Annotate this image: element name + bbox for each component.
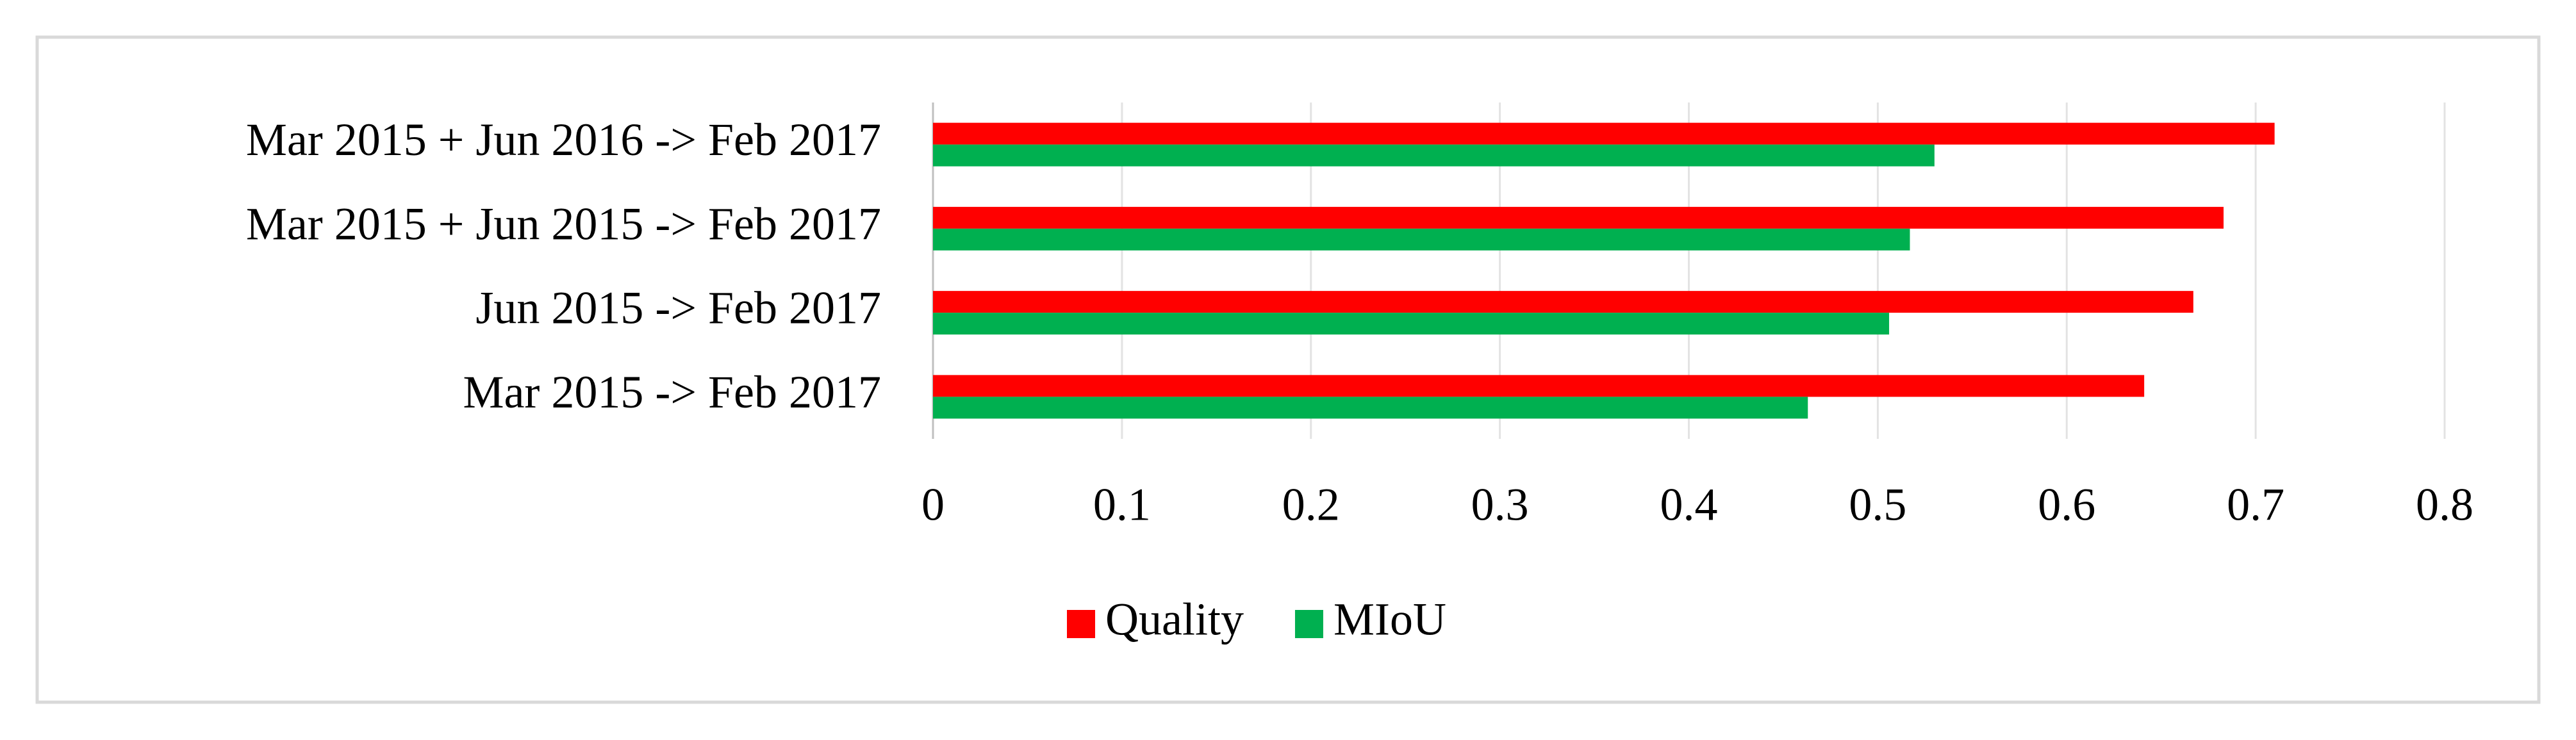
bar (933, 144, 1935, 167)
x-tick-label: 0.1 (1093, 479, 1151, 530)
x-tick-label: 0.2 (1282, 479, 1340, 530)
bar (933, 122, 2275, 145)
y-tick-label: Mar 2015 -> Feb 2017 (463, 366, 881, 418)
legend-swatch (1294, 610, 1323, 638)
legend-label: Quality (1105, 594, 1244, 645)
bar (933, 291, 2193, 313)
y-tick-label: Mar 2015 + Jun 2015 -> Feb 2017 (246, 198, 881, 249)
y-tick-label: Mar 2015 + Jun 2016 -> Feb 2017 (246, 114, 881, 165)
x-tick-label: 0.5 (1849, 479, 1906, 530)
bar (933, 375, 2145, 397)
x-tick-label: 0.7 (2227, 479, 2284, 530)
x-tick-label: 0.8 (2416, 479, 2473, 530)
bar (933, 397, 1808, 419)
bar (933, 206, 2224, 229)
y-tick-label: Jun 2015 -> Feb 2017 (475, 283, 881, 334)
x-tick-label: 0 (921, 479, 945, 530)
bar (933, 313, 1890, 335)
bar (933, 228, 1910, 251)
x-tick-label: 0.6 (2038, 479, 2095, 530)
x-tick-label: 0.4 (1660, 479, 1718, 530)
legend-swatch (1067, 610, 1095, 638)
legend-label: MIoU (1333, 594, 1446, 645)
x-tick-label: 0.3 (1471, 479, 1529, 530)
